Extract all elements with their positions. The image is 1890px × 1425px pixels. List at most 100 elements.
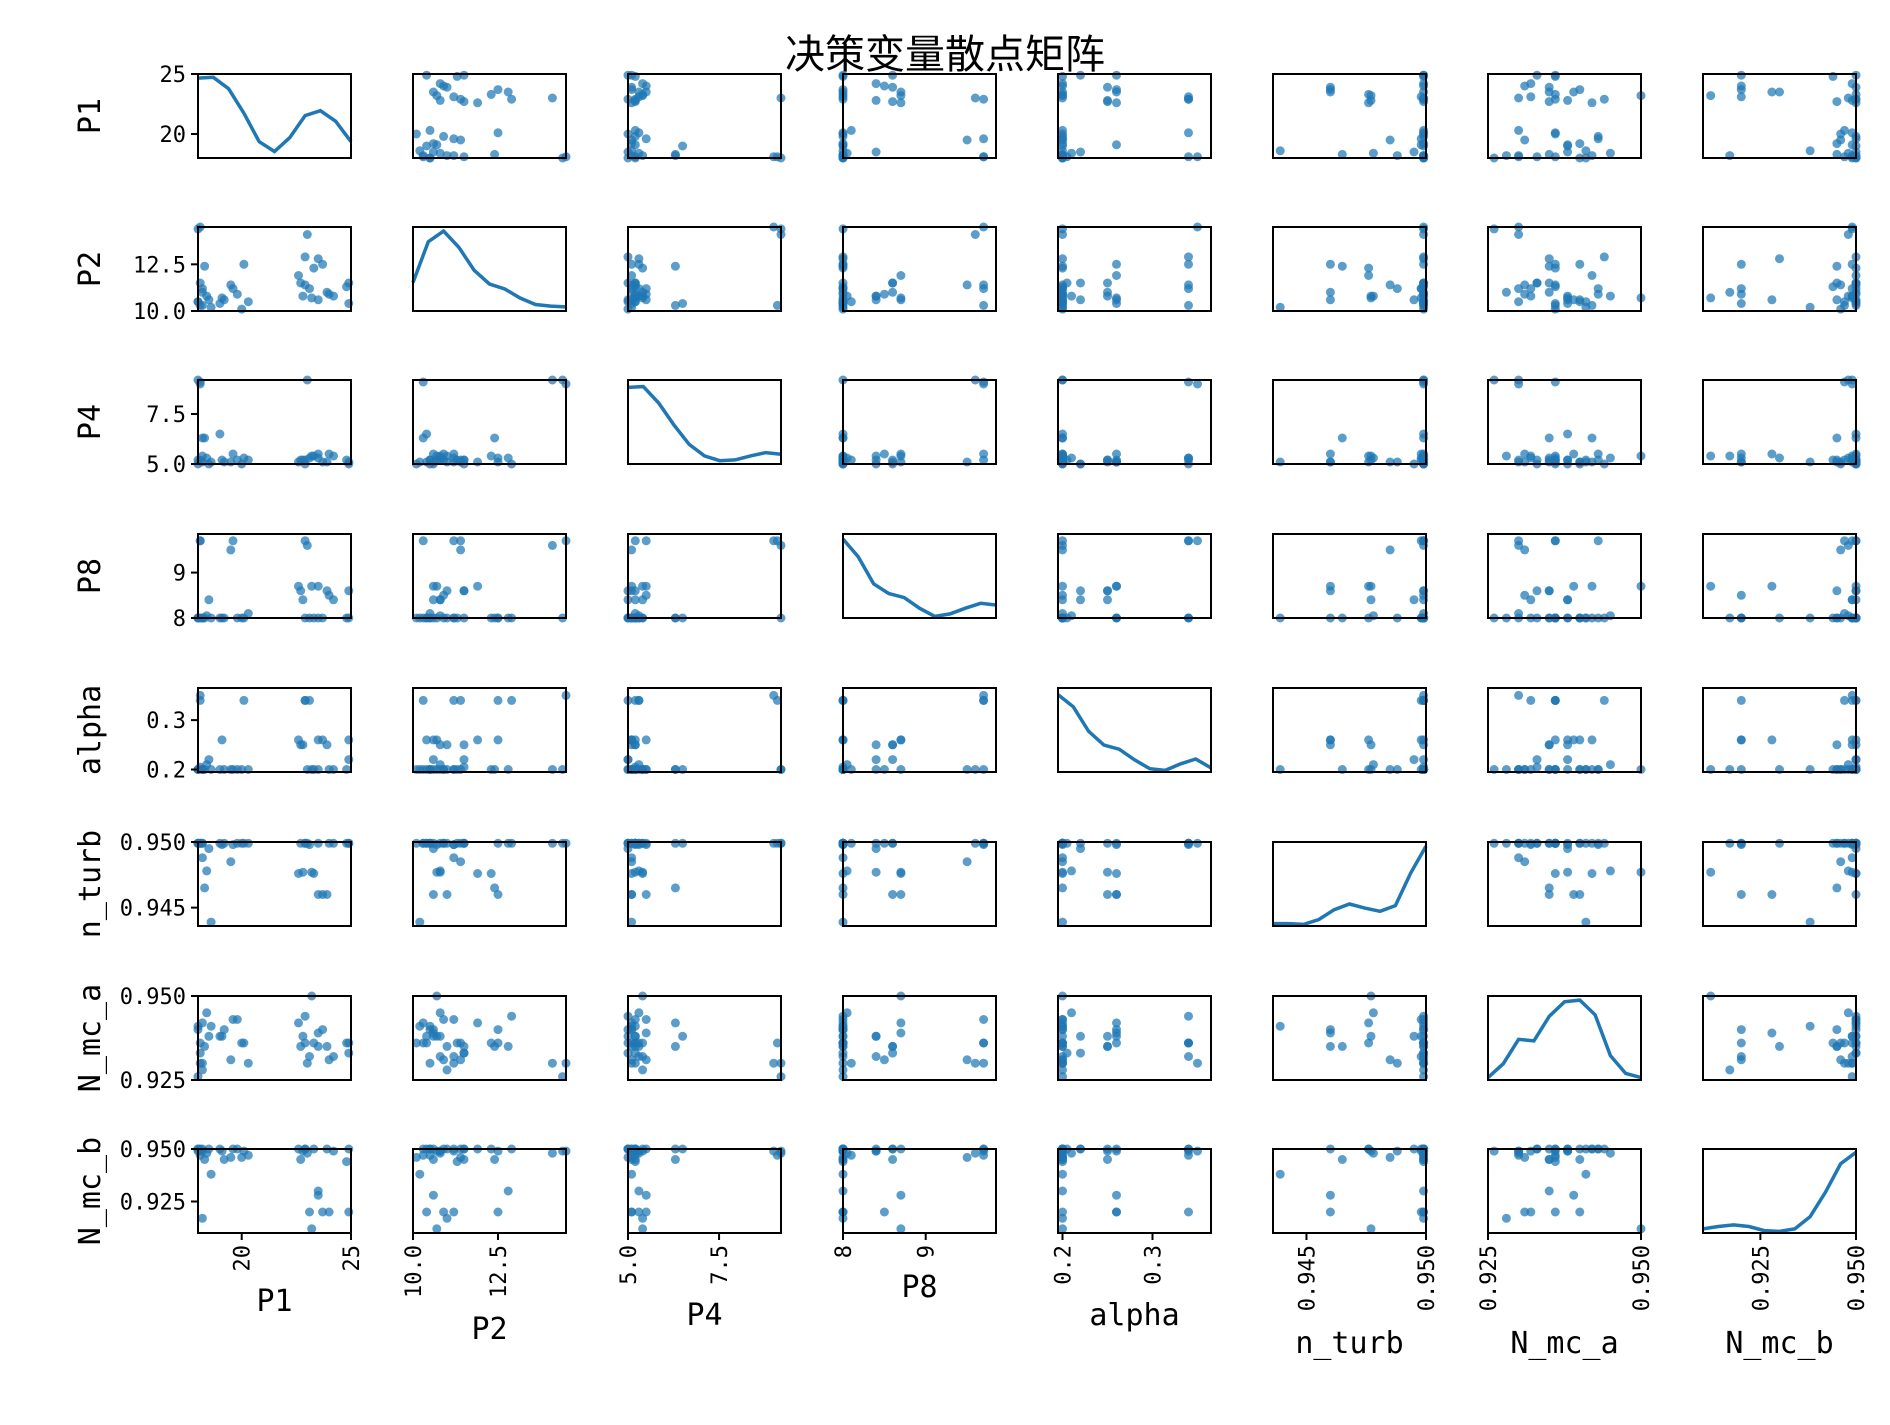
data-point [1736,92,1746,102]
data-point [300,455,310,465]
panel-P8-vs-N_mc_b [1702,533,1861,623]
data-point [896,87,906,97]
data-point [627,271,637,280]
panel-frame [412,533,567,619]
data-point [300,1011,310,1021]
x-tick-label: 8 [832,1245,857,1258]
data-point [1058,1186,1067,1196]
data-point [871,291,881,301]
panel-P8-vs-P8 [841,533,997,619]
data-point [1184,1011,1193,1021]
data-point [200,1155,210,1164]
data-point [1501,838,1511,848]
data-point [670,261,680,271]
data-point [871,95,881,105]
data-point [1058,79,1067,89]
panel-frame [1702,226,1857,312]
data-point [1706,867,1716,877]
x-tick-label: 9 [915,1245,940,1258]
data-point [1550,838,1560,848]
data-point [1532,70,1542,80]
data-point [425,125,435,135]
panel-frame [627,687,782,773]
data-point [1058,455,1067,465]
data-point [1532,152,1542,162]
data-point [1366,293,1376,303]
data-point [493,695,503,705]
data-point [302,1058,312,1068]
data-point [970,230,980,239]
data-point [547,93,557,103]
data-point [1112,259,1121,269]
data-point [1193,152,1202,162]
data-point [1514,455,1524,465]
data-point [1385,545,1395,555]
data-point [1058,1169,1067,1179]
panel-frame [412,687,567,773]
data-point [1550,695,1560,705]
data-point [627,1169,637,1179]
data-point [896,1018,906,1028]
data-point [879,449,889,459]
panel-N_mc_a-vs-P8 [838,991,997,1082]
panel-P4-vs-alpha [1057,375,1212,469]
data-point [1409,595,1419,605]
data-point [1337,433,1347,443]
data-point [418,1018,428,1028]
data-point [1563,141,1573,151]
data-point [313,453,323,463]
data-point [1550,280,1560,290]
data-point [324,1207,334,1217]
data-point [493,1207,503,1217]
data-point [1184,94,1193,104]
data-point [1193,1058,1202,1068]
panel-N_mc_b-vs-n_turb [1272,1144,1429,1234]
panel-P2-vs-N_mc_a [1487,222,1646,314]
panel-frame [197,226,352,312]
data-point [1836,857,1846,867]
data-point [1058,581,1067,591]
data-point [329,1052,338,1061]
data-point [772,300,782,310]
data-point [435,1146,445,1156]
data-point [846,1150,856,1160]
x-tick-label: 7.5 [708,1245,733,1285]
data-point [307,581,317,591]
data-point [769,1146,779,1156]
data-point [1575,890,1585,899]
data-point [1563,867,1573,877]
data-point [1832,149,1842,159]
data-point [1368,1008,1378,1018]
data-point [871,451,881,461]
data-point [418,536,428,546]
panel-frame [412,379,567,465]
data-point [215,429,225,439]
data-point [1501,287,1511,297]
panel-P2-vs-N_mc_b [1702,222,1861,314]
x-tick-label: 0.2 [1052,1245,1077,1285]
data-point [1337,1155,1347,1164]
x-tick-label: 12.5 [487,1245,512,1298]
data-point [1058,1058,1067,1068]
data-point [1103,287,1112,297]
data-point [459,70,469,80]
data-point [1736,890,1746,899]
y-tick-label: 9 [173,562,186,587]
data-point [322,740,332,750]
data-point [1575,735,1585,745]
data-point [1532,278,1542,288]
data-point [1325,1041,1335,1051]
data-point [1736,81,1746,91]
y-axis-label: N_mc_a [73,984,108,1092]
data-point [432,867,442,877]
panel-frame [842,533,997,619]
panel-frame [1057,687,1212,773]
data-point [1368,148,1378,158]
data-point [547,1148,557,1158]
data-point [1520,857,1530,867]
y-tick-label: 12.5 [133,253,186,278]
data-point [1725,838,1735,848]
data-point [1058,1031,1067,1041]
kde-curve-n_turb [1273,845,1428,927]
data-point [558,1072,568,1082]
